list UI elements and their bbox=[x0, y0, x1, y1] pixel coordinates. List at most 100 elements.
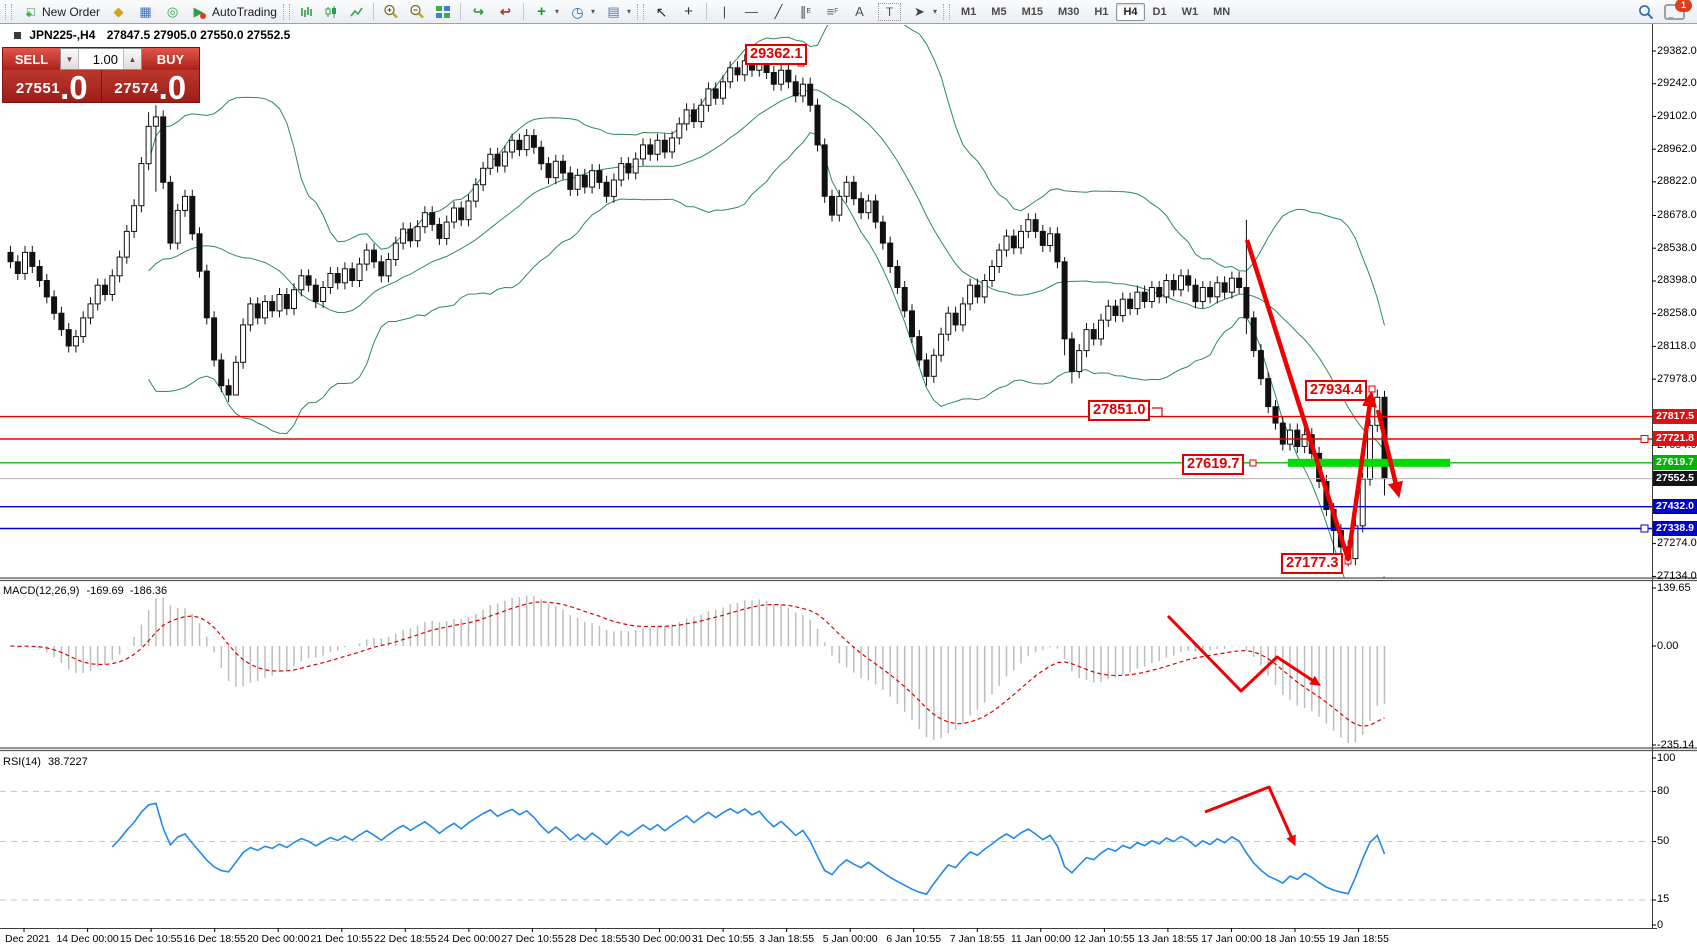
callout-handle[interactable] bbox=[1368, 385, 1376, 393]
crosshair-button[interactable]: + bbox=[675, 1, 702, 23]
price-callout[interactable]: 27177.3 bbox=[1281, 553, 1344, 574]
vertical-line-button[interactable]: | bbox=[711, 1, 738, 23]
periods-button[interactable]: ◷ ▾ bbox=[564, 1, 600, 23]
market-watch-button[interactable]: ◆ bbox=[105, 1, 132, 23]
macd-indicator-label: MACD(12,26,9) -169.69 -186.36 bbox=[3, 585, 167, 597]
trendline-icon: ╱ bbox=[774, 3, 783, 19]
price-callout[interactable]: 27851.0 bbox=[1088, 400, 1151, 421]
price-tag[interactable]: 27338.9 bbox=[1653, 520, 1697, 536]
new-order-icon: □ + bbox=[25, 3, 35, 21]
toolbar-separator bbox=[522, 3, 524, 20]
toolbar-grip[interactable] bbox=[943, 3, 951, 20]
tile-windows-icon bbox=[435, 5, 450, 18]
timeframe-m15[interactable]: M15 bbox=[1021, 5, 1043, 18]
date-axis-label: 22 Dec 18:55 bbox=[374, 933, 437, 945]
navigator-button[interactable]: ◎ bbox=[159, 1, 186, 23]
price-axis-label: 27978.0 bbox=[1657, 372, 1697, 385]
price-axis-label: 28258.0 bbox=[1657, 307, 1697, 320]
price-axis-label: 28538.0 bbox=[1657, 241, 1697, 254]
toolbar-grip[interactable] bbox=[637, 3, 644, 20]
navigator-icon: ◎ bbox=[166, 3, 179, 19]
sell-button[interactable]: SELL bbox=[3, 48, 60, 70]
price-axis-label: 28822.0 bbox=[1657, 175, 1697, 188]
sell-price[interactable]: 27551 .0 bbox=[3, 70, 101, 104]
date-axis-label: 13 Jan 18:55 bbox=[1137, 933, 1199, 945]
cursor-button[interactable]: ↖ bbox=[648, 1, 675, 23]
auto-scroll-button[interactable]: ↪ bbox=[465, 1, 492, 23]
price-callout[interactable]: 29362.1 bbox=[745, 44, 808, 65]
timeframe-mn[interactable]: MN bbox=[1213, 5, 1231, 18]
indicators-button[interactable]: + ▾ bbox=[528, 1, 564, 23]
templates-button[interactable]: ▤ ▾ bbox=[600, 1, 636, 23]
zoom-out-button[interactable] bbox=[404, 1, 430, 23]
timeframe-w1[interactable]: W1 bbox=[1181, 5, 1199, 18]
trend-arrow-macd[interactable] bbox=[1166, 614, 1322, 693]
channel-button[interactable]: ∥ E bbox=[792, 1, 819, 23]
support-zone-highlight[interactable] bbox=[1288, 458, 1450, 467]
text-label-button[interactable]: T bbox=[873, 1, 906, 23]
rsi-axis-label: 100 bbox=[1657, 751, 1676, 764]
arrows-button[interactable]: ➤ ▾ bbox=[906, 1, 942, 23]
volume-down-button[interactable]: ▼ bbox=[61, 49, 79, 69]
price-axis-label: 29382.0 bbox=[1657, 44, 1697, 57]
price-axis-label: 28678.0 bbox=[1657, 209, 1697, 222]
price-tag[interactable]: 27552.5 bbox=[1653, 471, 1697, 487]
macd-axis-label: 0.00 bbox=[1657, 639, 1679, 652]
trend-arrow-rsi[interactable] bbox=[1204, 785, 1296, 847]
timeframe-m5[interactable]: M5 bbox=[991, 5, 1007, 18]
chart-shift-button[interactable]: ↩ bbox=[492, 1, 519, 23]
volume-up-button[interactable]: ▲ bbox=[123, 49, 141, 69]
symbol-period: JPN225-,H4 bbox=[29, 28, 96, 42]
buy-button[interactable]: BUY bbox=[142, 48, 199, 70]
autotrading-button[interactable]: ▶ AutoTrading bbox=[186, 1, 282, 23]
main-chart-pane bbox=[7, 25, 1388, 578]
trend-arrow-main[interactable] bbox=[1375, 409, 1403, 499]
timeframe-m1[interactable]: M1 bbox=[961, 5, 977, 18]
callout-handle[interactable] bbox=[1249, 459, 1257, 467]
line-chart-button[interactable] bbox=[344, 1, 369, 23]
search-icon[interactable] bbox=[1638, 4, 1654, 20]
vertical-line-icon: | bbox=[722, 3, 727, 19]
timeframe-d1[interactable]: D1 bbox=[1152, 5, 1167, 18]
date-axis-label: 17 Jan 00:00 bbox=[1201, 933, 1262, 945]
price-axis-label: 27134.0 bbox=[1657, 569, 1697, 582]
price-tag[interactable]: 27721.8 bbox=[1653, 431, 1697, 447]
text-icon: A bbox=[855, 3, 864, 19]
fibonacci-button[interactable]: ≡ F bbox=[819, 1, 846, 23]
tile-windows-button[interactable] bbox=[430, 1, 456, 23]
notifications-chat-icon[interactable]: 1 bbox=[1664, 0, 1692, 20]
horizontal-line-button[interactable]: — bbox=[738, 1, 765, 23]
chevron-down-icon: ▾ bbox=[933, 7, 938, 16]
text-button[interactable]: A bbox=[846, 1, 873, 23]
buy-price[interactable]: 27574 .0 bbox=[100, 70, 200, 104]
new-order-button[interactable]: □ + New Order bbox=[16, 1, 105, 23]
data-window-button[interactable]: ▦ bbox=[132, 1, 159, 23]
toolbar-grip[interactable] bbox=[5, 3, 12, 20]
price-callout[interactable]: 27619.7 bbox=[1182, 454, 1245, 475]
zoom-in-button[interactable] bbox=[378, 1, 404, 23]
trendline-button[interactable]: ╱ bbox=[765, 1, 792, 23]
date-axis-label: 20 Dec 00:00 bbox=[246, 933, 310, 945]
candlestick-chart-button[interactable] bbox=[319, 1, 344, 23]
volume-stepper: ▼ 1.00 ▲ bbox=[60, 48, 142, 70]
price-tag[interactable]: 27817.5 bbox=[1653, 409, 1697, 425]
timeframe-h1[interactable]: H1 bbox=[1094, 5, 1109, 18]
bar-chart-button[interactable] bbox=[294, 1, 319, 23]
rsi-axis-label: 15 bbox=[1657, 893, 1670, 906]
ohlc-values: 27847.5 27905.0 27550.0 27552.5 bbox=[106, 28, 291, 42]
timeframe-m30[interactable]: M30 bbox=[1057, 5, 1080, 18]
data-window-icon: ▦ bbox=[139, 3, 152, 19]
price-tag[interactable]: 27432.0 bbox=[1653, 499, 1697, 515]
trend-arrow-main[interactable] bbox=[1244, 239, 1378, 562]
date-axis-label: 6 Jan 10:55 bbox=[886, 933, 942, 945]
volume-input[interactable]: 1.00 bbox=[92, 51, 118, 67]
date-axis-label: 27 Dec 10:55 bbox=[501, 933, 564, 945]
toolbar-grip[interactable] bbox=[282, 3, 290, 20]
line-handle[interactable] bbox=[1640, 435, 1649, 443]
line-handle[interactable] bbox=[1640, 524, 1649, 533]
price-tag[interactable]: 27619.7 bbox=[1653, 455, 1697, 471]
price-callout[interactable]: 27934.4 bbox=[1305, 380, 1368, 401]
toolbar-separator bbox=[706, 3, 707, 20]
timeframe-h4[interactable]: H4 bbox=[1116, 2, 1145, 21]
